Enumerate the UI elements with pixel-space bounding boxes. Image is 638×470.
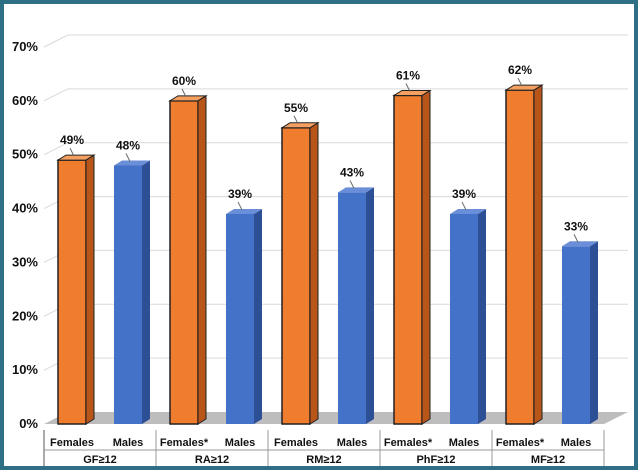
bar-side [590, 241, 598, 424]
category-label: Males [561, 437, 592, 449]
category-label: Females [50, 437, 94, 449]
bar-female [169, 100, 199, 425]
bar-top [114, 160, 150, 166]
bar-female [57, 159, 87, 425]
category-label: Females [274, 437, 318, 449]
bar-side [309, 121, 319, 425]
group-label: PhF≥12 [416, 454, 455, 466]
labels-layer: 49% 48% 60% 39% 55% 43% 61% 39% 62% 33% [60, 63, 588, 243]
category-label: Males [225, 437, 256, 449]
gridline-diagonal [43, 34, 69, 48]
y-tick-label: 0% [19, 416, 38, 431]
y-tick-label: 40% [12, 201, 38, 216]
axis-layer: 0% 10% 20% 30% 40% 50% 60% 70% Females Males GF≥12… [12, 39, 605, 466]
bar-male [114, 165, 142, 424]
gridline-diagonal [43, 142, 69, 156]
bar-top [450, 208, 486, 214]
y-tick-label: 20% [12, 308, 38, 323]
y-tick-label: 10% [12, 362, 38, 377]
bar-top [504, 84, 544, 91]
bar-chart: 49% 48% 60% 39% 55% 43% 61% 39% 62% 33% 0% 10% 20% 3… [12, 34, 628, 466]
category-label: Males [449, 437, 480, 449]
bar-top [392, 89, 432, 96]
data-label-leader [517, 77, 523, 87]
bar-top [168, 95, 208, 102]
y-tick-label: 60% [12, 93, 38, 108]
y-tick-label: 70% [12, 39, 38, 54]
bar-side [254, 208, 262, 424]
data-label-leader [573, 234, 579, 243]
category-label: Females* [384, 437, 433, 449]
bar-top [562, 241, 598, 247]
data-label-leader [181, 88, 187, 98]
bar-male [450, 213, 478, 424]
bars-layer [56, 84, 598, 425]
chart-frame: 49% 48% 60% 39% 55% 43% 61% 39% 62% 33% 0% 10% 20% 3… [4, 4, 634, 466]
bar-top [338, 187, 374, 193]
category-label: Females* [160, 437, 209, 449]
category-label: Females* [496, 437, 545, 449]
bar-top [56, 154, 96, 161]
group-label: RM≥12 [306, 454, 341, 466]
bar-side [478, 208, 486, 424]
data-label: 43% [340, 165, 364, 179]
data-label-leader [461, 201, 467, 211]
gridline-diagonal [43, 88, 69, 102]
bar-side [85, 154, 95, 425]
y-tick-label: 50% [12, 147, 38, 162]
data-label: 39% [452, 187, 476, 201]
bar-top [226, 208, 262, 214]
data-label-leader [125, 153, 131, 162]
group-label: GF≥12 [83, 454, 117, 466]
bar-female [505, 89, 535, 425]
bar-top [280, 122, 320, 129]
bar-side [142, 160, 150, 424]
group-label: MF≥12 [531, 454, 565, 466]
bar-male [226, 213, 254, 424]
bar-side [533, 84, 543, 425]
data-label: 55% [284, 101, 308, 115]
data-label: 49% [60, 133, 84, 147]
data-label: 48% [116, 138, 140, 152]
category-label: Males [337, 437, 368, 449]
bar-male [338, 192, 366, 424]
bar-female [393, 94, 423, 425]
bar-male [562, 246, 590, 424]
bar-side [197, 94, 207, 425]
data-label: 60% [172, 74, 196, 88]
data-label: 62% [508, 63, 532, 77]
bar-side [366, 187, 374, 424]
bar-side [421, 89, 431, 425]
data-label-leader [69, 147, 75, 157]
category-label: Males [113, 437, 144, 449]
data-label-leader [405, 83, 411, 92]
data-label: 61% [396, 68, 420, 82]
bar-female [281, 127, 311, 425]
data-label-leader [293, 115, 299, 125]
group-label: RA≥12 [195, 454, 229, 466]
y-tick-label: 30% [12, 254, 38, 269]
data-label: 39% [228, 187, 252, 201]
data-label-leader [237, 201, 243, 211]
data-label-leader [349, 180, 355, 189]
data-label: 33% [564, 219, 588, 233]
